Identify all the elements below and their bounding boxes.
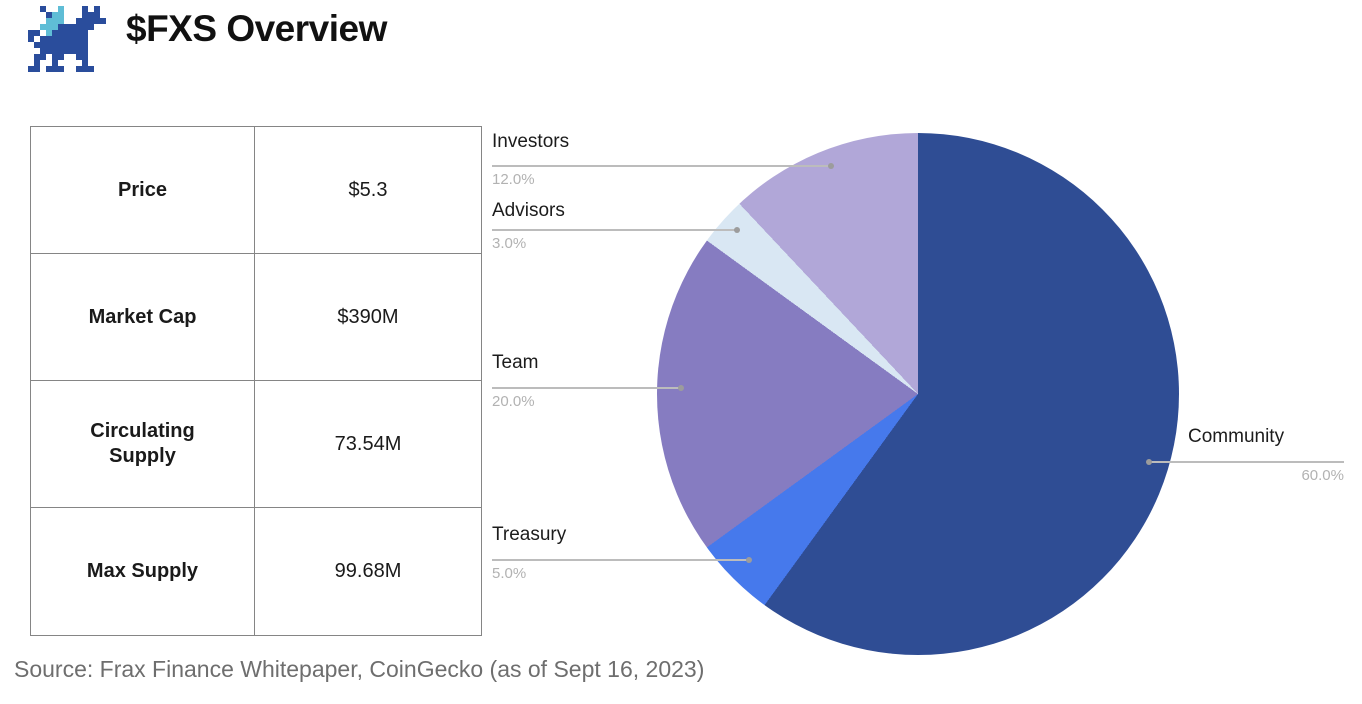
source-attribution: Source: Frax Finance Whitepaper, CoinGec… <box>14 656 705 682</box>
pie-callout-line-community <box>1150 461 1344 463</box>
table-row-label-price: Price <box>31 127 255 254</box>
pie-label-community: Community <box>1188 426 1285 447</box>
pie-label-treasury: Treasury <box>492 524 567 545</box>
pie-callout-dot-treasury <box>746 557 752 563</box>
pie-pct-advisors: 3.0% <box>492 235 527 252</box>
pie-label-advisors: Advisors <box>492 200 565 221</box>
pie-callout-dot-investors <box>828 163 834 169</box>
pie-label-investors: Investors <box>492 131 570 152</box>
pie-pct-community: 60.0% <box>1301 467 1344 484</box>
pie-callout-line-advisors <box>492 229 738 231</box>
pie-callout-dot-community <box>1146 459 1152 465</box>
table-row-label-max-supply: Max Supply <box>31 508 255 635</box>
pie-chart <box>657 133 1179 655</box>
pie-callout-dot-advisors <box>734 227 740 233</box>
table-row-value-circulating-supply: 73.54M <box>255 381 481 508</box>
table-row-label-market-cap: Market Cap <box>31 254 255 381</box>
page-title: $FXS Overview <box>126 8 387 49</box>
table-row-label-circulating-supply: Circulating Supply <box>31 381 255 508</box>
table-row-value-max-supply: 99.68M <box>334 560 402 582</box>
pie-pct-treasury: 5.0% <box>492 565 527 582</box>
table-row-value-market-cap: $390M <box>255 254 481 381</box>
pixel-dragon-icon <box>28 6 106 72</box>
pie-callout-line-team <box>492 387 682 389</box>
pie-label-team: Team <box>492 352 539 373</box>
pie-pct-investors: 12.0% <box>492 171 535 188</box>
pie-callout-dot-team <box>678 385 684 391</box>
pie-callout-line-investors <box>492 165 832 167</box>
pie-pct-team: 20.0% <box>492 393 535 410</box>
table-row-value-price: $5.3 <box>255 127 481 254</box>
stats-table: Price $5.3 Market Cap $390M Circulating … <box>30 126 482 636</box>
pie-callout-line-treasury <box>492 559 750 561</box>
